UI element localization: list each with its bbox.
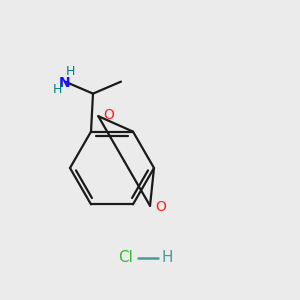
Text: H: H [161, 250, 173, 266]
Text: O: O [103, 108, 114, 122]
Text: O: O [155, 200, 166, 214]
Text: N: N [59, 76, 71, 90]
Text: H: H [65, 65, 75, 78]
Text: H: H [52, 83, 62, 96]
Text: Cl: Cl [118, 250, 134, 266]
